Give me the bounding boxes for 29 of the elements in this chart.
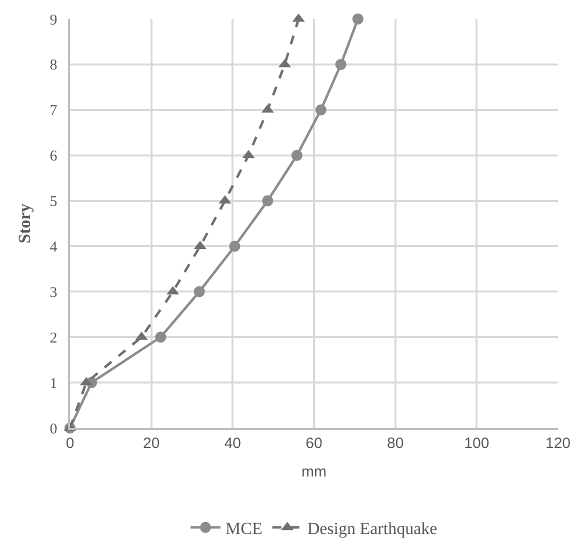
point: [262, 195, 274, 206]
y-tick-label: 5: [50, 194, 58, 210]
y-tick-label: 9: [50, 12, 58, 28]
x-tick-label: 100: [464, 434, 490, 452]
legend-label: MCE: [226, 518, 262, 538]
y-tick-label: 2: [50, 330, 58, 346]
point: [194, 286, 205, 298]
legend-label: Design Earthquake: [307, 518, 438, 538]
x-tick-label: 120: [545, 434, 571, 452]
y-tick-label: 3: [50, 284, 58, 301]
point: [229, 240, 240, 252]
y-tick-label: 7: [50, 103, 58, 120]
y-tick-label: 6: [50, 148, 58, 165]
y-tick-label: 1: [50, 376, 58, 392]
y-tick-label: 4: [50, 239, 58, 256]
point: [315, 104, 326, 116]
point: [335, 58, 346, 70]
y-tick-label: 8: [50, 58, 58, 74]
x-tick-label: 40: [224, 434, 242, 452]
x-axis-title: mm: [302, 463, 326, 480]
x-tick-label: 80: [386, 434, 404, 452]
y-axis-title: Story: [14, 203, 34, 244]
point: [352, 14, 364, 24]
x-tick-label: 20: [142, 434, 160, 452]
point: [291, 150, 302, 161]
x-tick-label: 0: [66, 434, 74, 452]
y-tick-label: 0: [50, 421, 58, 438]
point: [155, 332, 166, 343]
x-tick-label: 60: [306, 434, 322, 452]
